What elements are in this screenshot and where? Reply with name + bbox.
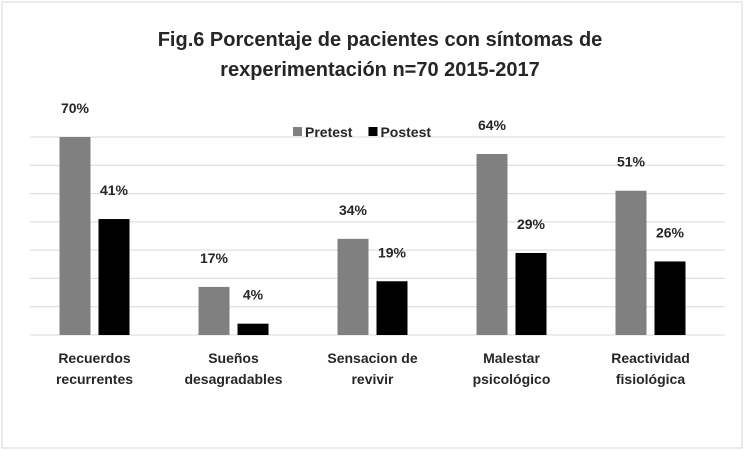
data-label: 64% xyxy=(478,117,507,133)
data-label: 17% xyxy=(200,250,229,266)
bar xyxy=(376,281,408,335)
bar xyxy=(198,286,230,335)
bar xyxy=(59,137,91,335)
data-label: 41% xyxy=(100,182,129,198)
data-label: 51% xyxy=(617,154,646,170)
bar xyxy=(615,190,647,335)
legend-label: Postest xyxy=(380,124,431,140)
x-tick-label: Recuerdos recurrentes xyxy=(56,350,133,387)
x-tick-label: Malestar psicológico xyxy=(473,350,551,387)
x-tick-label: Sensacion de revivir xyxy=(327,350,417,387)
bar xyxy=(654,261,686,335)
chart-title: Fig.6 Porcentaje de pacientes con síntom… xyxy=(158,29,603,81)
data-label: 70% xyxy=(61,100,90,116)
legend-swatch xyxy=(293,127,302,136)
x-tick-label: Reactividad fisiológica xyxy=(611,350,690,387)
data-label: 4% xyxy=(243,287,264,303)
bar xyxy=(515,252,547,335)
legend-swatch xyxy=(368,127,378,136)
bar xyxy=(337,238,369,335)
data-label: 29% xyxy=(517,216,546,232)
bar xyxy=(237,323,269,335)
data-label: 34% xyxy=(339,202,368,218)
bar xyxy=(476,153,508,335)
data-label: 19% xyxy=(378,244,407,260)
bar xyxy=(98,219,130,335)
legend-label: Pretest xyxy=(305,124,353,140)
x-tick-label: Sueños desagradables xyxy=(184,350,282,387)
data-label: 26% xyxy=(656,224,685,240)
